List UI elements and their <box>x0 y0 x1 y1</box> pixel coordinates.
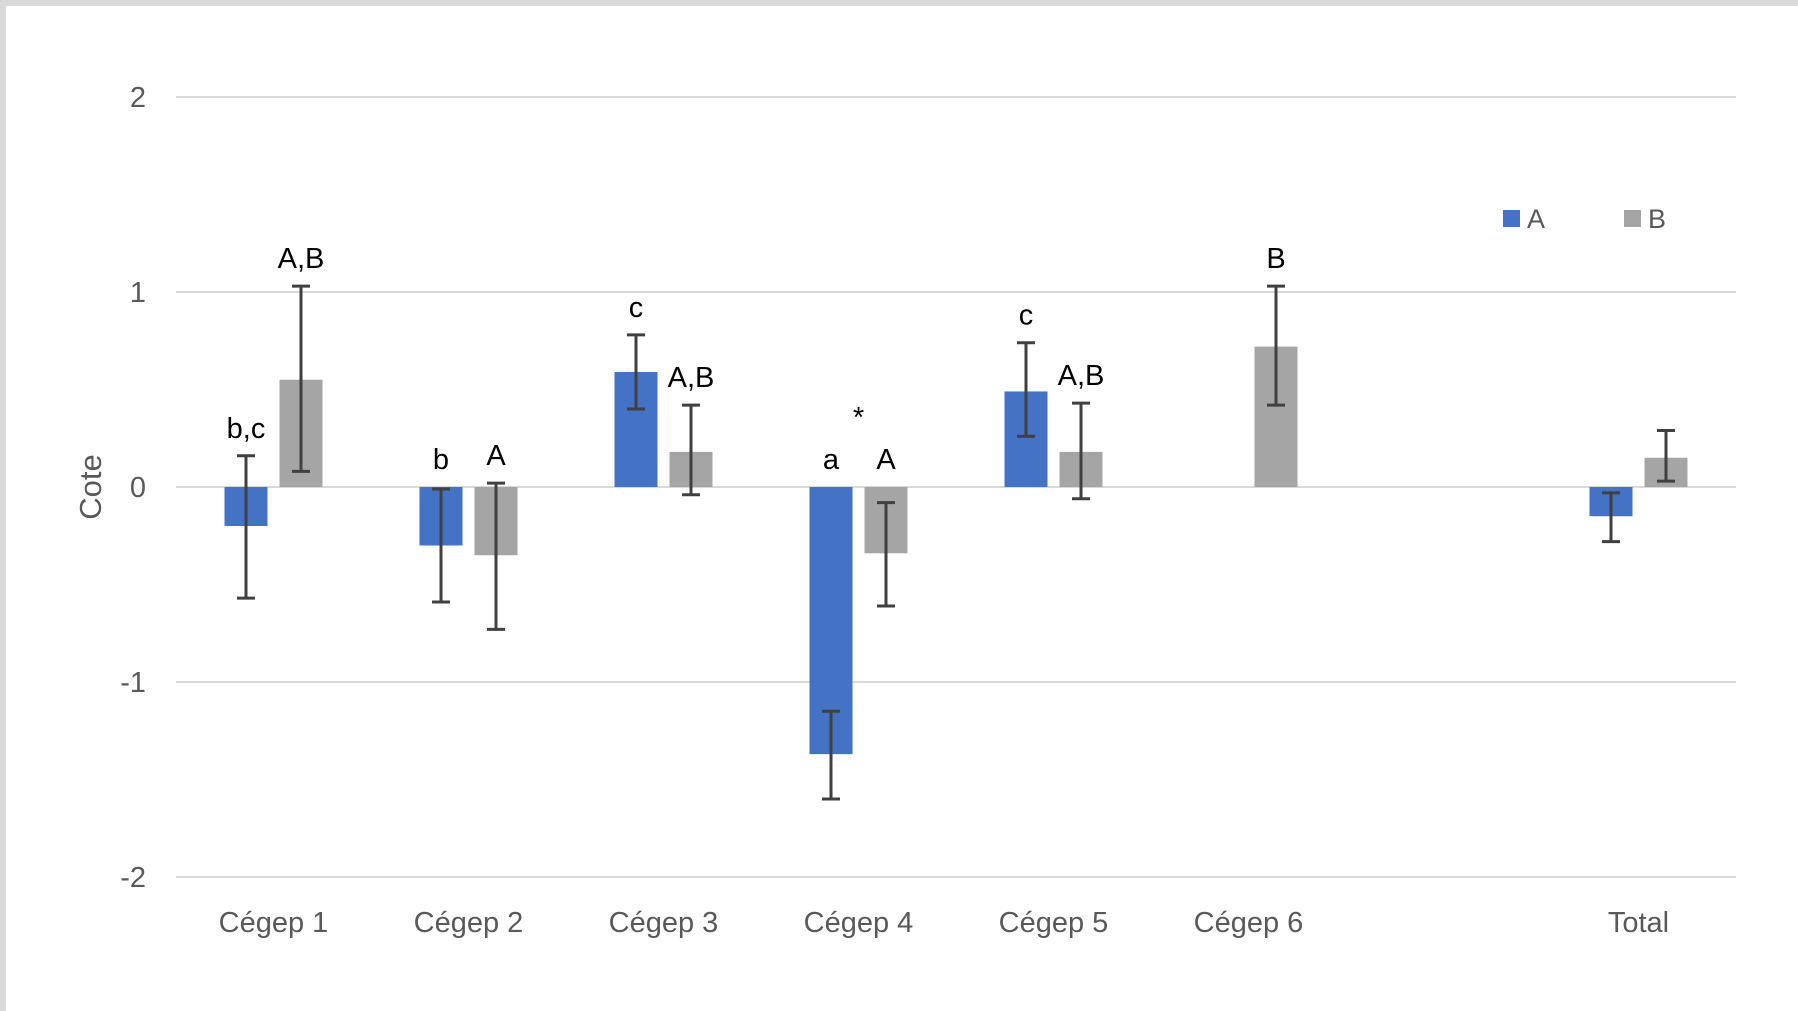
data-label-A-2: c <box>629 292 644 324</box>
error-bar-B-1 <box>487 481 505 631</box>
x-category-label: Cégep 1 <box>219 907 329 939</box>
y-axis-ticks: 2 1 0 -1 -2 <box>120 82 146 894</box>
data-label-B-4: A,B <box>1058 360 1105 392</box>
x-category-label: Cégep 6 <box>1194 907 1304 939</box>
y-tick-label: -1 <box>120 667 146 699</box>
error-bar-A-7 <box>1602 491 1620 544</box>
error-bar-B-7 <box>1657 428 1675 483</box>
data-label-B-3: A <box>876 444 896 476</box>
y-tick-label: 2 <box>130 82 146 114</box>
data-label-A-0: b,c <box>227 413 266 445</box>
annotation-asterisk: * <box>853 402 864 434</box>
error-bar-B-3 <box>877 501 895 608</box>
data-label-B-1: A <box>486 440 506 472</box>
y-tick-label: 0 <box>130 472 146 504</box>
error-bar-B-0 <box>292 284 310 473</box>
error-bar-A-4 <box>1017 341 1035 438</box>
bar-A-3 <box>809 487 853 755</box>
error-bar-B-5 <box>1267 284 1285 407</box>
x-category-label: Cégep 2 <box>414 907 524 939</box>
legend-swatch-A <box>1503 210 1520 227</box>
x-category-label: Cégep 4 <box>804 907 914 939</box>
data-label-A-1: b <box>433 444 449 476</box>
error-bar-B-2 <box>682 403 700 497</box>
y-tick-label: 1 <box>130 277 146 309</box>
data-label-A-4: c <box>1019 300 1034 332</box>
data-label-A-3: a <box>823 444 840 476</box>
bar-chart: 2 1 0 -1 -2 Cote b,c A,B b Ac A,B a Ac A,B B * Cégep … <box>73 82 1736 939</box>
data-label-B-2: A,B <box>668 362 715 394</box>
data-label-B-5: B <box>1266 243 1285 275</box>
x-category-label: Cégep 5 <box>999 907 1109 939</box>
error-bar-A-2 <box>627 333 645 411</box>
error-bar-A-1 <box>432 487 450 604</box>
gridlines <box>176 96 1736 878</box>
x-axis-categories: Cégep 1 Cégep 2 Cégep 3 Cégep 4 Cégep 5 Cégep… <box>219 907 1669 939</box>
x-category-label: Total <box>1608 907 1669 939</box>
y-tick-label: -2 <box>120 862 146 894</box>
error-bar-B-4 <box>1072 401 1090 501</box>
legend-label-A: A <box>1527 204 1545 234</box>
y-axis-label: Cote <box>73 454 108 519</box>
significance-labels: b,c A,B b Ac A,B a Ac A,B B * <box>227 243 1286 476</box>
error-bars <box>237 284 1675 801</box>
legend-label-B: B <box>1648 204 1666 234</box>
x-category-label: Cégep 3 <box>609 907 719 939</box>
error-bar-A-3 <box>822 709 840 801</box>
legend-swatch-B <box>1624 210 1641 227</box>
data-label-B-0: A,B <box>278 243 325 275</box>
bars <box>224 346 1688 755</box>
error-bar-A-0 <box>237 454 255 600</box>
